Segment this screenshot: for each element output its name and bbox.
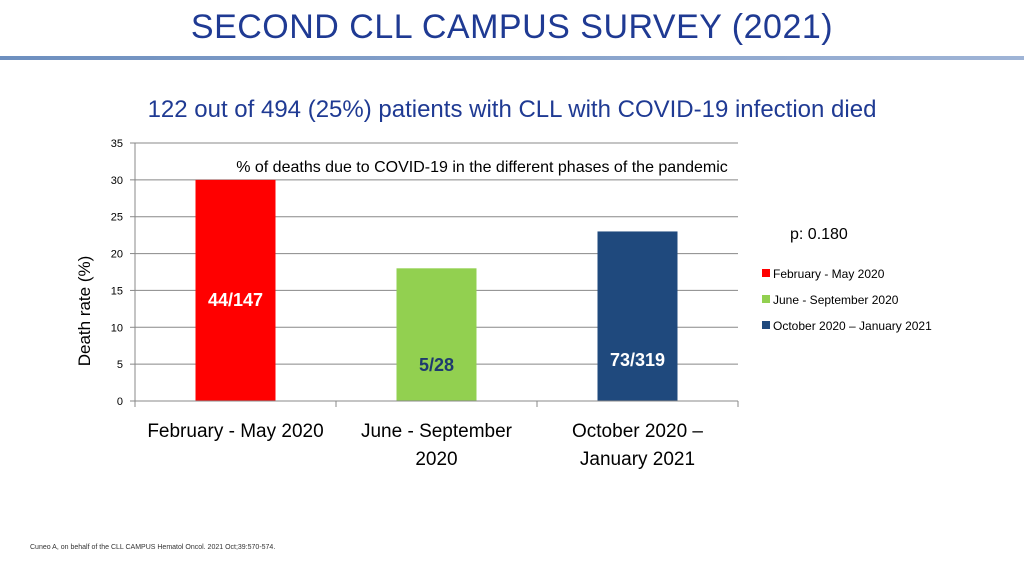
x-category-label: January 2021 bbox=[580, 449, 695, 470]
y-axis-label: Death rate (%) bbox=[75, 256, 94, 367]
bar-data-label: 73/319 bbox=[610, 350, 665, 370]
y-tick-label: 20 bbox=[111, 249, 123, 261]
y-tick-label: 0 bbox=[117, 396, 123, 408]
x-category-label: 2020 bbox=[415, 449, 457, 470]
legend: February - May 2020 June - September 2020… bbox=[762, 267, 932, 333]
chart-title: % of deaths due to COVID-19 in the diffe… bbox=[236, 159, 728, 176]
bar-2 bbox=[396, 268, 477, 401]
y-tick-label: 35 bbox=[111, 138, 123, 150]
x-category-label: October 2020 – bbox=[572, 421, 703, 442]
bar-1 bbox=[195, 179, 276, 401]
legend-entry: February - May 2020 bbox=[773, 267, 885, 281]
bar-3 bbox=[597, 231, 678, 401]
bar-data-label: 44/147 bbox=[208, 290, 263, 310]
legend-swatch bbox=[762, 321, 770, 329]
x-axis-labels: February - May 2020 June - September 2020 O… bbox=[134, 400, 739, 470]
p-value-annotation: p: 0.180 bbox=[790, 226, 848, 243]
y-axis-ticks: 0 5 10 15 20 25 30 35 bbox=[111, 138, 136, 408]
legend-entry: October 2020 – January 2021 bbox=[773, 319, 932, 333]
y-tick-label: 30 bbox=[111, 175, 123, 187]
y-tick-label: 5 bbox=[117, 359, 123, 371]
slide-title: SECOND CLL CAMPUS SURVEY (2021) bbox=[190, 8, 834, 46]
bars: 44/147 5/28 73/319 bbox=[195, 179, 678, 401]
legend-swatch bbox=[762, 269, 770, 277]
y-tick-label: 10 bbox=[111, 322, 123, 334]
x-category-label: June - September bbox=[361, 421, 513, 442]
x-category-label: February - May 2020 bbox=[147, 421, 323, 442]
title-divider bbox=[0, 56, 1024, 60]
legend-entry: June - September 2020 bbox=[773, 293, 899, 307]
legend-swatch bbox=[762, 295, 770, 303]
slide-subtitle: 122 out of 494 (25%) patients with CLL w… bbox=[147, 96, 877, 123]
y-tick-label: 25 bbox=[111, 212, 123, 224]
y-tick-label: 15 bbox=[111, 285, 123, 297]
citation-footnote: Cuneo A, on behalf of the CLL CAMPUS Hem… bbox=[30, 544, 276, 551]
bar-data-label: 5/28 bbox=[419, 355, 454, 375]
